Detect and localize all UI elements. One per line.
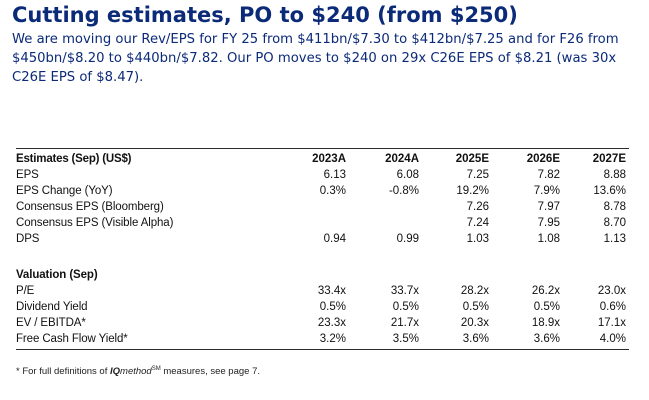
table-cell: 23.0x <box>597 285 626 297</box>
table-row: EV / EBITDA* 23.3x 21.7x 20.3x 18.9x 17.… <box>16 315 629 331</box>
table-cell: 33.7x <box>390 285 419 297</box>
table-cell: 23.3x <box>317 317 346 329</box>
iqmethod-brand-rest: method <box>120 366 152 378</box>
page-title: Cutting estimates, PO to $240 (from $250… <box>12 3 518 27</box>
table-cell: 0.99 <box>396 233 419 245</box>
table-bottom-rule <box>16 349 629 350</box>
table-cell: 0.5% <box>392 301 419 313</box>
table-cell: 7.97 <box>537 201 560 213</box>
estimates-header-row: Estimates (Sep) (US$) 2023A 2024A 2025E … <box>16 149 629 167</box>
table-cell: 0.3% <box>319 185 346 197</box>
table-cell: 19.2% <box>456 185 489 197</box>
table-row: EPS Change (YoY) 0.3% -0.8% 19.2% 7.9% 1… <box>16 183 629 199</box>
table-cell: 7.25 <box>466 169 489 181</box>
table-cell: 20.3x <box>460 317 489 329</box>
footnote: * For full definitions of IQmethodSM mea… <box>16 366 260 377</box>
service-mark: SM <box>151 366 161 372</box>
table-cell: 7.26 <box>466 201 489 213</box>
table-cell: 8.78 <box>603 201 626 213</box>
table-cell: 8.70 <box>603 217 626 229</box>
table-row: DPS 0.94 0.99 1.03 1.08 1.13 <box>16 231 629 247</box>
footnote-suffix: measures, see page 7. <box>160 366 261 378</box>
table-row: Free Cash Flow Yield* 3.2% 3.5% 3.6% 3.6… <box>16 331 629 347</box>
table-cell: 1.03 <box>466 233 489 245</box>
table-cell: 21.7x <box>390 317 419 329</box>
row-label: P/E <box>16 285 35 297</box>
row-label: EV / EBITDA* <box>16 317 86 329</box>
row-label: Consensus EPS (Bloomberg) <box>16 201 164 213</box>
table-cell: 6.13 <box>323 169 346 181</box>
intro-paragraph: We are moving our Rev/EPS for FY 25 from… <box>12 32 619 85</box>
table-cell: 0.5% <box>462 301 489 313</box>
table-cell: 3.6% <box>533 333 560 345</box>
table-cell: 7.24 <box>466 217 489 229</box>
row-label: Consensus EPS (Visible Alpha) <box>16 217 174 229</box>
table-cell: 17.1x <box>597 317 626 329</box>
table-row: EPS 6.13 6.08 7.25 7.82 8.88 <box>16 167 629 183</box>
row-label: EPS Change (YoY) <box>16 185 113 197</box>
table-cell: 26.2x <box>531 285 560 297</box>
table-cell: 7.95 <box>537 217 560 229</box>
year-header: 2023A <box>312 153 346 165</box>
iqmethod-brand-iq: IQ <box>110 366 121 378</box>
table-row: Consensus EPS (Bloomberg) 7.26 7.97 8.78 <box>16 199 629 215</box>
table-cell: 1.08 <box>537 233 560 245</box>
section-gap <box>16 247 629 267</box>
footnote-prefix: * For full definitions of <box>16 366 110 378</box>
table-cell: 0.94 <box>323 233 346 245</box>
table-cell: 13.6% <box>593 185 626 197</box>
table-cell: 1.13 <box>603 233 626 245</box>
year-header: 2026E <box>526 153 560 165</box>
year-header: 2027E <box>592 153 626 165</box>
table-cell: 0.6% <box>599 301 626 313</box>
table-cell: 3.6% <box>462 333 489 345</box>
estimates-header: Estimates (Sep) (US$) <box>16 153 132 165</box>
table-cell: 7.82 <box>537 169 560 181</box>
table-cell: 7.9% <box>533 185 560 197</box>
valuation-header: Valuation (Sep) <box>16 269 98 281</box>
table-row: Dividend Yield 0.5% 0.5% 0.5% 0.5% 0.6% <box>16 299 629 315</box>
table-cell: 28.2x <box>460 285 489 297</box>
table-row: Consensus EPS (Visible Alpha) 7.24 7.95 … <box>16 215 629 231</box>
table-cell: 3.5% <box>392 333 419 345</box>
table-cell: 4.0% <box>599 333 626 345</box>
estimates-table: Estimates (Sep) (US$) 2023A 2024A 2025E … <box>16 148 629 350</box>
table-cell: 0.5% <box>533 301 560 313</box>
row-label: DPS <box>16 233 40 245</box>
valuation-header-row: Valuation (Sep) <box>16 267 629 283</box>
row-label: Dividend Yield <box>16 301 88 313</box>
table-cell: 18.9x <box>531 317 560 329</box>
table-cell: -0.8% <box>388 185 419 197</box>
table-row: P/E 33.4x 33.7x 28.2x 26.2x 23.0x <box>16 283 629 299</box>
table-cell: 8.88 <box>603 169 626 181</box>
row-label: EPS <box>16 169 39 181</box>
year-header: 2024A <box>385 153 419 165</box>
row-label: Free Cash Flow Yield* <box>16 333 128 345</box>
table-cell: 0.5% <box>319 301 346 313</box>
table-cell: 3.2% <box>319 333 346 345</box>
year-header: 2025E <box>455 153 489 165</box>
table-cell: 33.4x <box>317 285 346 297</box>
table-cell: 6.08 <box>396 169 419 181</box>
